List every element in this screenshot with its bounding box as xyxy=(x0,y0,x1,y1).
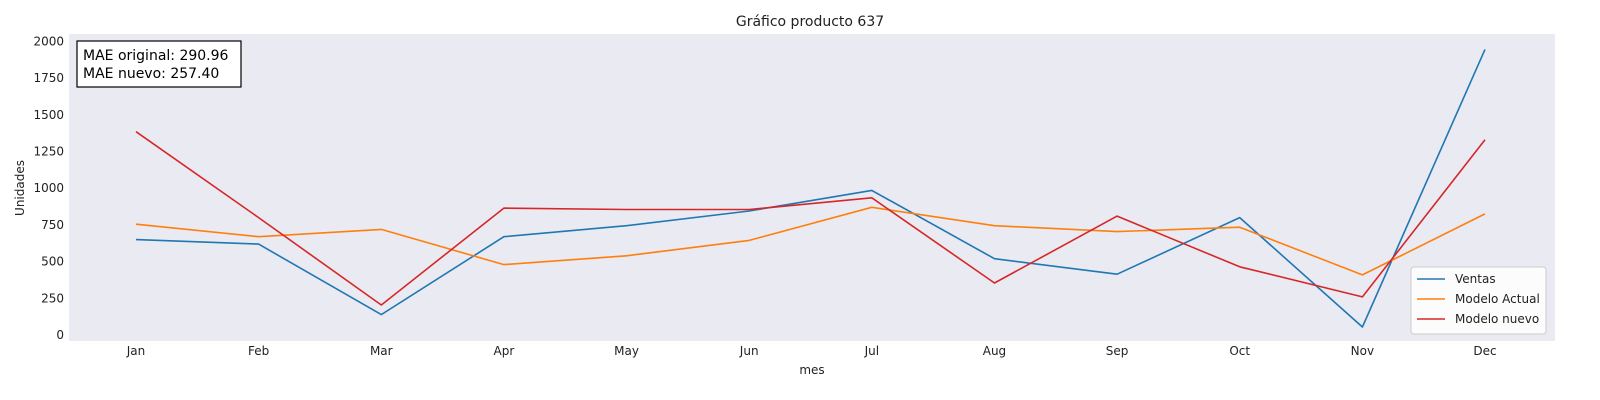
x-tick-label: Sep xyxy=(1106,344,1129,358)
x-tick-label: Oct xyxy=(1229,344,1250,358)
legend-label: Modelo nuevo xyxy=(1455,312,1539,326)
y-axis-label: Unidades xyxy=(13,160,27,216)
series-line-modelo-actual xyxy=(135,206,1486,276)
x-tick-label: Nov xyxy=(1351,344,1374,358)
x-tick-label: May xyxy=(614,344,639,358)
x-tick-label: Jan xyxy=(126,344,146,358)
y-tick-label: 1750 xyxy=(33,71,64,85)
x-axis-label: mes xyxy=(799,363,824,377)
annotation-box xyxy=(76,40,242,88)
legend: Ventas Modelo Actual Modelo nuevo xyxy=(1410,266,1547,335)
y-tick-label: 1500 xyxy=(33,108,64,122)
x-tick-label: Jul xyxy=(864,344,879,358)
x-tick-label: Aug xyxy=(983,344,1006,358)
legend-label: Modelo Actual xyxy=(1455,292,1540,306)
legend-box xyxy=(1410,266,1547,335)
y-tick-label: 500 xyxy=(41,255,64,269)
y-tick-label: 2000 xyxy=(33,34,64,48)
plot-area xyxy=(69,34,1555,341)
y-tick-label: 1000 xyxy=(33,181,64,195)
chart-title: Gráfico producto 637 xyxy=(736,14,884,30)
legend-label: Ventas xyxy=(1455,272,1496,286)
series-lines xyxy=(135,49,1486,328)
x-tick-label: Mar xyxy=(370,344,393,358)
series-line-modelo-nuevo xyxy=(135,131,1486,306)
x-tick-label: Dec xyxy=(1473,344,1496,358)
mae-annotation: MAE original: 290.96 MAE nuevo: 257.40 xyxy=(76,40,242,88)
y-tick-label: 0 xyxy=(56,328,64,342)
y-tick-label: 750 xyxy=(41,218,64,232)
annotation-line-2: MAE nuevo: 257.40 xyxy=(83,66,219,82)
y-tick-label: 1250 xyxy=(33,145,64,159)
x-tick-label: Apr xyxy=(494,344,515,358)
y-axis-ticks: 0 250 500 750 1000 1250 1500 1750 2000 xyxy=(33,34,64,342)
x-tick-label: Feb xyxy=(248,344,269,358)
annotation-line-1: MAE original: 290.96 xyxy=(83,48,229,64)
x-axis-ticks: Jan Feb Mar Apr May Jun Jul Aug Sep Oct Nov Dec xyxy=(126,344,1497,358)
y-tick-label: 250 xyxy=(41,291,64,305)
x-tick-label: Jun xyxy=(739,344,759,358)
